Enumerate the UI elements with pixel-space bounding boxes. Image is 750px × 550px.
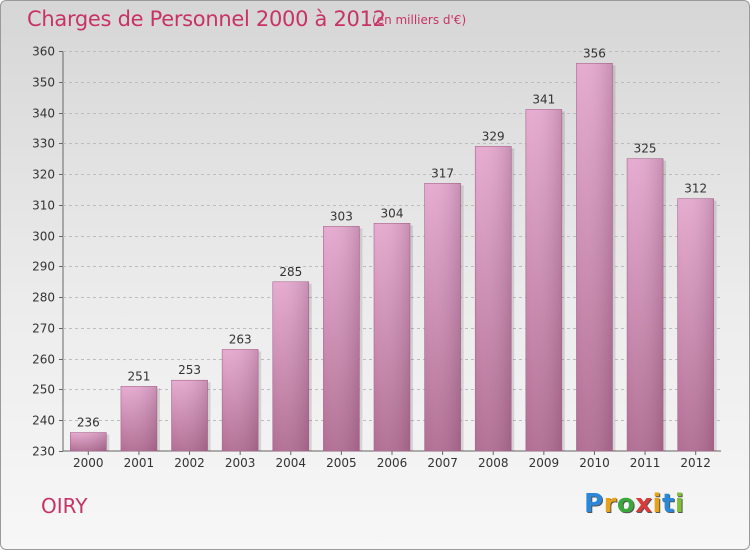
bar-value-label: 312: [684, 182, 707, 196]
y-tick-label: 330: [32, 137, 55, 151]
bar-value-label: 329: [482, 129, 505, 143]
y-tick-label: 280: [32, 291, 55, 305]
y-tick-label: 340: [32, 107, 55, 121]
logo-letter: P: [584, 489, 604, 519]
x-tick-label: 2006: [377, 456, 408, 470]
y-tick-label: 290: [32, 260, 55, 274]
y-tick-label: 230: [32, 445, 55, 459]
x-tick-label: 2001: [124, 456, 155, 470]
bar-shading: [70, 432, 107, 451]
chart-title: Charges de Personnel 2000 à 2012: [27, 7, 386, 31]
logo-letter: o: [616, 489, 636, 519]
x-tick-label: 2000: [73, 456, 104, 470]
y-tick-label: 260: [32, 353, 55, 367]
bar-value-label: 303: [330, 209, 353, 223]
x-tick-label: 2009: [529, 456, 560, 470]
y-tick-label: 300: [32, 230, 55, 244]
bar-shading: [576, 63, 613, 452]
bar-shading: [525, 109, 562, 451]
bar-shading: [627, 158, 664, 451]
x-tick-label: 2004: [275, 456, 306, 470]
bar-shading: [374, 223, 410, 451]
bar-shading: [222, 349, 259, 451]
bar-value-label: 325: [634, 142, 657, 156]
y-tick-label: 310: [32, 199, 55, 213]
bar-value-label: 263: [229, 332, 252, 346]
bar-value-label: 251: [127, 369, 150, 383]
logo-letter: x: [635, 489, 653, 519]
logo-letter: i: [674, 489, 685, 519]
x-tick-label: 2012: [680, 456, 711, 470]
bar-value-label: 341: [532, 92, 555, 106]
bar-value-label: 285: [279, 265, 302, 279]
x-tick-label: 2010: [579, 456, 610, 470]
bar-value-label: 317: [431, 166, 454, 180]
x-tick-label: 2002: [174, 456, 205, 470]
bar-shading: [272, 281, 309, 451]
bar-shading: [323, 226, 360, 451]
bar-value-label: 253: [178, 363, 201, 377]
bar-value-label: 304: [381, 206, 404, 220]
bar-value-label: 356: [583, 46, 606, 60]
proxiti-logo: Proxiti: [584, 489, 684, 519]
logo-letter: t: [661, 489, 675, 519]
bar-shading: [120, 386, 157, 451]
x-tick-label: 2003: [225, 456, 256, 470]
y-tick-label: 320: [32, 168, 55, 182]
bar-shading: [677, 198, 714, 451]
logo-letter: r: [603, 489, 617, 519]
x-tick-label: 2007: [427, 456, 458, 470]
y-tick-label: 240: [32, 414, 55, 428]
x-tick-label: 2008: [478, 456, 509, 470]
y-tick-label: 270: [32, 322, 55, 336]
y-tick-label: 350: [32, 76, 55, 90]
logo-letter: i: [652, 489, 662, 519]
y-tick-label: 250: [32, 383, 55, 397]
commune-name: OIRY: [41, 494, 88, 518]
bar-shading: [424, 183, 461, 452]
bar-value-label: 236: [77, 416, 100, 430]
chart-subtitle: (en milliers d'€): [372, 13, 467, 27]
y-tick-label: 360: [32, 45, 55, 59]
bar-shading: [475, 146, 512, 451]
x-tick-label: 2011: [630, 456, 661, 470]
x-tick-label: 2005: [326, 456, 357, 470]
bar-shading: [171, 380, 208, 451]
